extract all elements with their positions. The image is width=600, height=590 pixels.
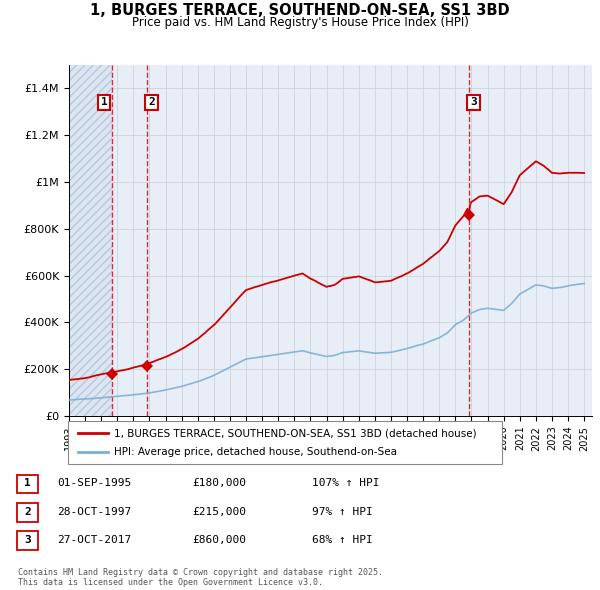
Text: HPI: Average price, detached house, Southend-on-Sea: HPI: Average price, detached house, Sout… [114, 447, 397, 457]
Text: 2: 2 [148, 97, 155, 107]
Text: Contains HM Land Registry data © Crown copyright and database right 2025.
This d: Contains HM Land Registry data © Crown c… [18, 568, 383, 587]
Text: 3: 3 [470, 97, 477, 107]
Text: 97% ↑ HPI: 97% ↑ HPI [312, 507, 373, 516]
Text: 01-SEP-1995: 01-SEP-1995 [57, 478, 131, 488]
Text: 2: 2 [24, 507, 31, 516]
Text: 3: 3 [24, 535, 31, 545]
Text: £180,000: £180,000 [192, 478, 246, 488]
Text: 27-OCT-2017: 27-OCT-2017 [57, 535, 131, 545]
Text: £860,000: £860,000 [192, 535, 246, 545]
Text: 1, BURGES TERRACE, SOUTHEND-ON-SEA, SS1 3BD (detached house): 1, BURGES TERRACE, SOUTHEND-ON-SEA, SS1 … [114, 428, 476, 438]
Text: 68% ↑ HPI: 68% ↑ HPI [312, 535, 373, 545]
Text: 28-OCT-1997: 28-OCT-1997 [57, 507, 131, 516]
Text: 1: 1 [24, 478, 31, 488]
Text: Price paid vs. HM Land Registry's House Price Index (HPI): Price paid vs. HM Land Registry's House … [131, 16, 469, 29]
Text: 1: 1 [101, 97, 107, 107]
Bar [69, 65, 112, 416]
Text: £215,000: £215,000 [192, 507, 246, 516]
Text: 107% ↑ HPI: 107% ↑ HPI [312, 478, 380, 488]
Text: 1, BURGES TERRACE, SOUTHEND-ON-SEA, SS1 3BD: 1, BURGES TERRACE, SOUTHEND-ON-SEA, SS1 … [90, 3, 510, 18]
